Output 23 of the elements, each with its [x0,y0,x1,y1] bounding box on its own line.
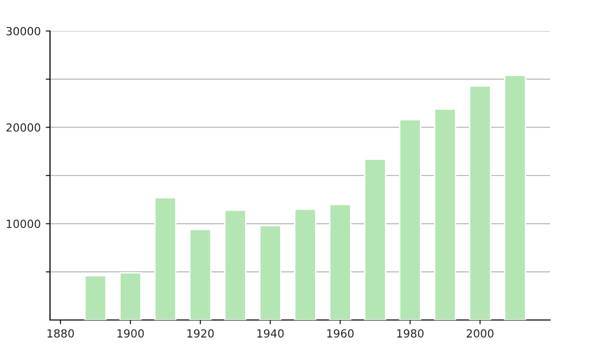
x-tick-label: 1980 [397,329,424,338]
bar [468,85,492,320]
bar [329,204,352,320]
bar [84,274,107,320]
bar [189,228,212,320]
y-tick-label: 10000 [6,220,40,228]
bar [119,272,142,320]
bar [504,74,526,320]
y-tick-label: 30000 [6,26,40,36]
bar [398,118,422,320]
x-tick-label: 1880 [48,329,74,338]
x-tick-label: 1960 [327,329,354,338]
bar [224,209,246,320]
x-tick-label: 2000 [466,329,494,338]
x-tick-label: 1900 [118,329,144,338]
bar [154,196,177,320]
bar [294,208,316,320]
x-tick-label: 1920 [187,329,214,338]
bar [434,108,456,320]
y-tick-label: 20000 [6,123,40,132]
bar [259,224,282,320]
bar [364,158,386,320]
x-tick-label: 1940 [257,329,284,338]
